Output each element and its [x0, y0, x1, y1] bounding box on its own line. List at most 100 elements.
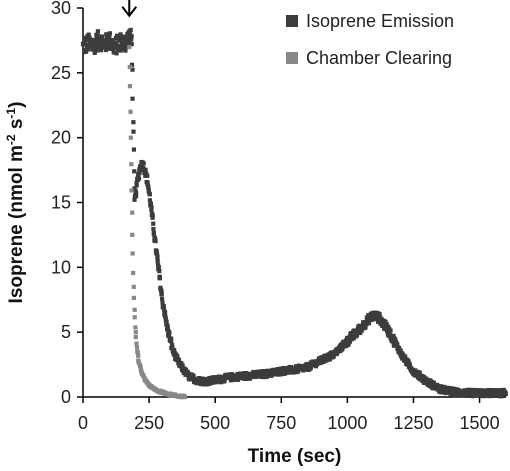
data-point [82, 41, 88, 46]
data-point [124, 43, 129, 48]
data-point [417, 370, 422, 375]
data-point [148, 201, 153, 206]
data-point [107, 34, 112, 39]
legend-swatch [286, 52, 298, 64]
data-point [151, 232, 156, 237]
data-point [90, 47, 96, 52]
data-point [165, 326, 170, 331]
data-point [354, 333, 360, 338]
legend: Isoprene Emission Chamber Clearing [286, 11, 454, 68]
data-point [377, 314, 382, 319]
data-point [481, 394, 486, 399]
y-tick-label: 25 [51, 63, 71, 83]
data-point [358, 330, 363, 336]
data-point [134, 341, 139, 346]
y-axis-title: Isoprene (nmol m-2 s-1) [4, 102, 27, 304]
data-point [129, 42, 134, 47]
data-point [134, 183, 139, 188]
data-point [133, 325, 138, 330]
data-point [345, 335, 350, 341]
data-point [131, 284, 136, 289]
data-point [86, 32, 91, 37]
data-point [114, 51, 119, 56]
data-point [229, 372, 234, 377]
data-point [132, 307, 137, 312]
data-point [139, 370, 145, 375]
data-point [105, 42, 110, 47]
data-point [150, 215, 155, 220]
data-point [347, 339, 352, 344]
data-point [136, 176, 142, 181]
data-point [87, 35, 92, 40]
data-point [241, 373, 246, 378]
data-point [160, 300, 165, 305]
data-point [111, 50, 116, 55]
data-point [130, 232, 135, 237]
data-point [149, 207, 154, 212]
y-tick-label: 15 [51, 193, 71, 213]
data-point [128, 109, 133, 114]
data-point [99, 34, 105, 39]
data-point [169, 336, 174, 341]
data-point [149, 205, 154, 210]
data-point [170, 345, 175, 350]
data-point [123, 41, 128, 46]
data-point [388, 328, 393, 333]
data-point [155, 259, 160, 264]
data-point [137, 170, 142, 175]
data-point [133, 334, 138, 340]
data-point [141, 161, 146, 166]
data-point [191, 374, 196, 379]
y-tick-label: 30 [51, 0, 71, 18]
y-tick-label: 20 [51, 128, 71, 148]
data-point [100, 45, 105, 50]
data-point [398, 348, 403, 353]
data-point [164, 319, 169, 324]
data-point [222, 379, 227, 384]
data-point [133, 194, 139, 199]
data-point [154, 251, 160, 256]
data-point [147, 198, 153, 203]
legend-label: Chamber Clearing [306, 48, 452, 68]
x-tick-label: 1250 [393, 413, 433, 433]
data-point [130, 96, 135, 101]
data-point [163, 316, 168, 321]
data-point [131, 270, 136, 276]
data-point [186, 377, 192, 382]
y-tick-label: 0 [61, 387, 71, 407]
data-point [323, 353, 328, 358]
data-point [118, 48, 123, 53]
data-point [146, 185, 151, 190]
data-point [116, 47, 121, 52]
y-axis-title-mid: s [6, 119, 27, 135]
data-point [386, 324, 391, 329]
data-point [366, 321, 372, 326]
data-point [158, 285, 163, 290]
y-axis-title-main: Isoprene (nmol m [6, 145, 27, 303]
data-point [340, 346, 345, 351]
data-point [132, 197, 137, 202]
data-point [167, 330, 172, 335]
data-point [168, 339, 174, 344]
data-point [156, 264, 161, 270]
data-point [133, 188, 138, 193]
data-point [395, 342, 400, 347]
data-point [466, 392, 472, 397]
x-tick-label: 0 [78, 413, 88, 433]
data-point [84, 38, 89, 43]
data-point [134, 180, 139, 185]
data-point [102, 38, 107, 43]
data-point [129, 36, 134, 41]
data-point [118, 32, 123, 37]
y-ticks: 0 5 10 15 20 25 30 [51, 0, 83, 407]
data-point [363, 324, 368, 329]
legend-swatch [286, 15, 298, 27]
data-point [377, 311, 382, 316]
data-point [308, 366, 313, 371]
data-point [159, 296, 165, 301]
data-point [124, 36, 129, 41]
data-point [327, 357, 333, 362]
data-point [107, 31, 112, 36]
data-point [182, 394, 188, 400]
